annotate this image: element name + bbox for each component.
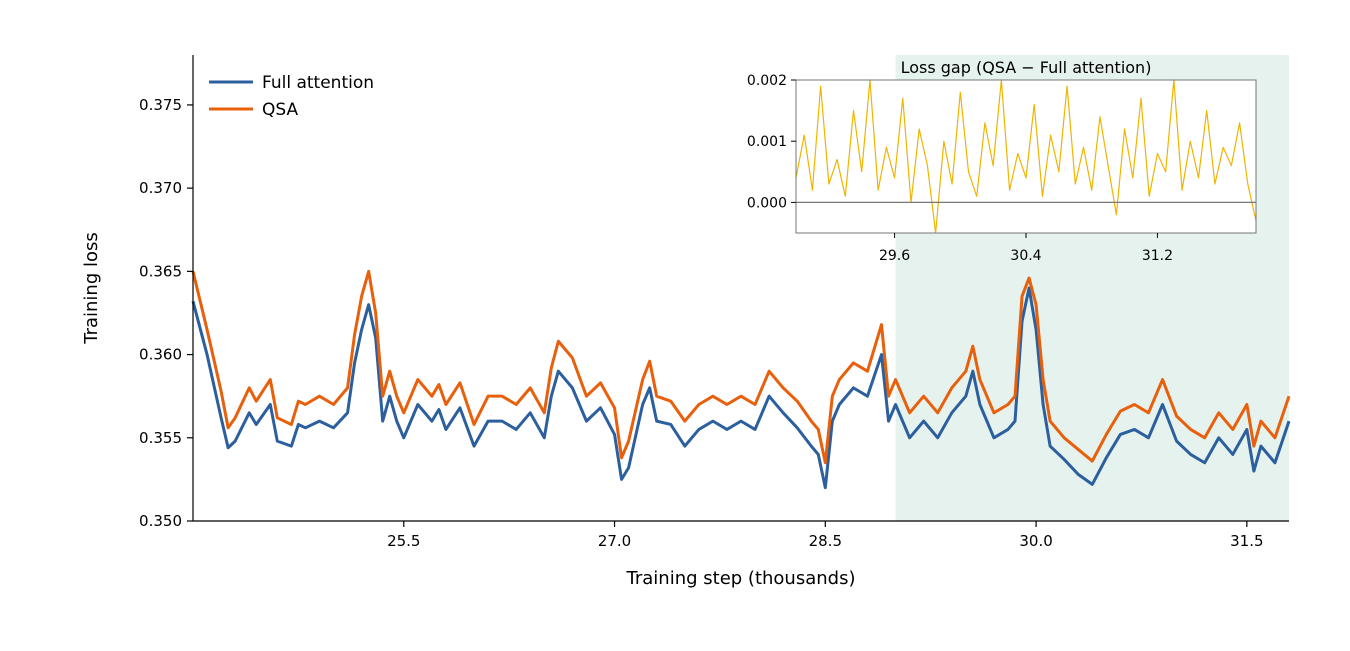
legend-label: QSA — [262, 100, 298, 120]
y-axis-label: Training loss — [81, 232, 102, 345]
y-tick-label: 0.370 — [139, 179, 182, 197]
inset-background — [795, 79, 1257, 234]
x-tick-label: 28.5 — [809, 532, 842, 550]
x-tick-label: 27.0 — [598, 532, 631, 550]
inset-x-ticks: 29.6 30.4 31.2 — [879, 233, 1173, 264]
y-tick-label: 0.355 — [139, 429, 182, 447]
y-tick-label: 0.365 — [139, 262, 182, 280]
inset-y-tick-label: 0.001 — [747, 134, 787, 150]
inset-x-tick-label: 30.4 — [1010, 248, 1041, 264]
inset-plot: 29.6 30.4 31.2 0.000 0.001 0.002 Loss gap (Q… — [747, 58, 1257, 264]
x-tick-label: 25.5 — [387, 532, 420, 550]
inset-y-tick-label: 0.002 — [747, 73, 787, 89]
y-tick-label: 0.360 — [139, 346, 182, 364]
inset-x-tick-label: 29.6 — [879, 248, 910, 264]
legend: Full attention QSA — [209, 73, 374, 120]
y-tick-label: 0.350 — [139, 512, 182, 530]
y-ticks: 0.350 0.355 0.360 0.365 0.370 0.375 — [139, 96, 193, 530]
y-tick-label: 0.375 — [139, 96, 182, 114]
inset-y-ticks: 0.000 0.001 0.002 — [747, 73, 796, 211]
series-line-full-attention — [191, 286, 1291, 490]
main-series-group — [191, 269, 1291, 490]
series-line-qsa — [191, 269, 1291, 465]
x-tick-label: 30.0 — [1019, 532, 1052, 550]
inset-title: Loss gap (QSA − Full attention) — [901, 58, 1152, 77]
legend-label: Full attention — [262, 73, 374, 93]
inset-series-group — [795, 79, 1257, 234]
inset-gap-line — [795, 79, 1257, 234]
inset-x-tick-label: 31.2 — [1142, 248, 1173, 264]
x-tick-label: 31.5 — [1230, 532, 1263, 550]
x-axis-label: Training step (thousands) — [626, 568, 856, 589]
inset-y-tick-label: 0.000 — [747, 195, 787, 211]
x-ticks: 25.5 27.0 28.5 30.0 31.5 — [387, 521, 1264, 550]
